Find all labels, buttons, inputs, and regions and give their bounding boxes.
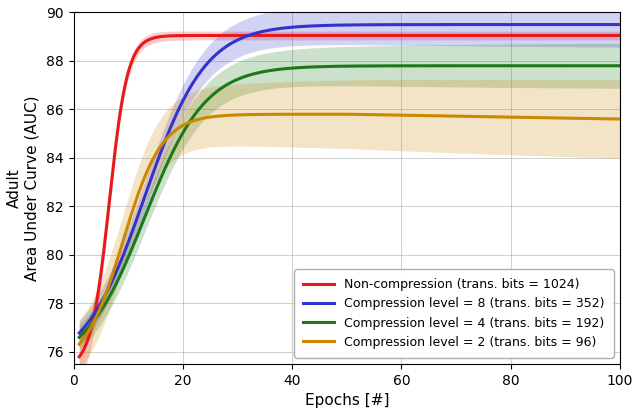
Non-compression (trans. bits = 1024) [426, 33, 433, 38]
Compression level = 2 (trans. bits = 96) [76, 342, 83, 347]
Compression level = 8 (trans. bits = 352) [616, 22, 624, 27]
Compression level = 8 (trans. bits = 352) [214, 50, 222, 55]
Compression level = 4 (trans. bits = 192) [616, 63, 624, 68]
Non-compression (trans. bits = 1024) [214, 33, 222, 38]
Compression level = 4 (trans. bits = 192) [320, 64, 328, 69]
Compression level = 8 (trans. bits = 352) [76, 331, 83, 336]
Compression level = 4 (trans. bits = 192) [394, 63, 402, 68]
Line: Compression level = 4 (trans. bits = 192): Compression level = 4 (trans. bits = 192… [79, 66, 620, 337]
Non-compression (trans. bits = 1024) [616, 33, 624, 38]
Compression level = 4 (trans. bits = 192) [214, 88, 222, 93]
Compression level = 8 (trans. bits = 352) [394, 22, 402, 27]
Compression level = 8 (trans. bits = 352) [436, 22, 444, 27]
Line: Compression level = 8 (trans. bits = 352): Compression level = 8 (trans. bits = 352… [79, 24, 620, 333]
Compression level = 8 (trans. bits = 352) [483, 22, 490, 27]
Compression level = 8 (trans. bits = 352) [320, 23, 328, 28]
Compression level = 2 (trans. bits = 96) [483, 114, 491, 119]
Non-compression (trans. bits = 1024) [437, 33, 445, 38]
X-axis label: Epochs [#]: Epochs [#] [305, 393, 389, 408]
Compression level = 2 (trans. bits = 96) [616, 117, 624, 122]
Line: Compression level = 2 (trans. bits = 96): Compression level = 2 (trans. bits = 96) [79, 114, 620, 344]
Compression level = 4 (trans. bits = 192) [436, 63, 444, 68]
Compression level = 2 (trans. bits = 96) [171, 128, 179, 133]
Non-compression (trans. bits = 1024) [171, 33, 179, 38]
Legend: Non-compression (trans. bits = 1024), Compression level = 8 (trans. bits = 352),: Non-compression (trans. bits = 1024), Co… [294, 269, 614, 358]
Compression level = 2 (trans. bits = 96) [395, 112, 403, 117]
Compression level = 4 (trans. bits = 192) [483, 63, 490, 68]
Line: Non-compression (trans. bits = 1024): Non-compression (trans. bits = 1024) [79, 35, 620, 357]
Compression level = 4 (trans. bits = 192) [76, 335, 83, 340]
Compression level = 2 (trans. bits = 96) [214, 114, 222, 119]
Compression level = 8 (trans. bits = 352) [171, 115, 179, 120]
Non-compression (trans. bits = 1024) [483, 33, 491, 38]
Non-compression (trans. bits = 1024) [76, 354, 83, 359]
Non-compression (trans. bits = 1024) [394, 33, 402, 38]
Compression level = 2 (trans. bits = 96) [320, 112, 328, 117]
Non-compression (trans. bits = 1024) [320, 33, 328, 38]
Y-axis label: Adult
Area Under Curve (AUC): Adult Area Under Curve (AUC) [7, 95, 39, 281]
Compression level = 2 (trans. bits = 96) [437, 113, 445, 118]
Compression level = 4 (trans. bits = 192) [171, 145, 179, 150]
Compression level = 2 (trans. bits = 96) [342, 112, 350, 117]
